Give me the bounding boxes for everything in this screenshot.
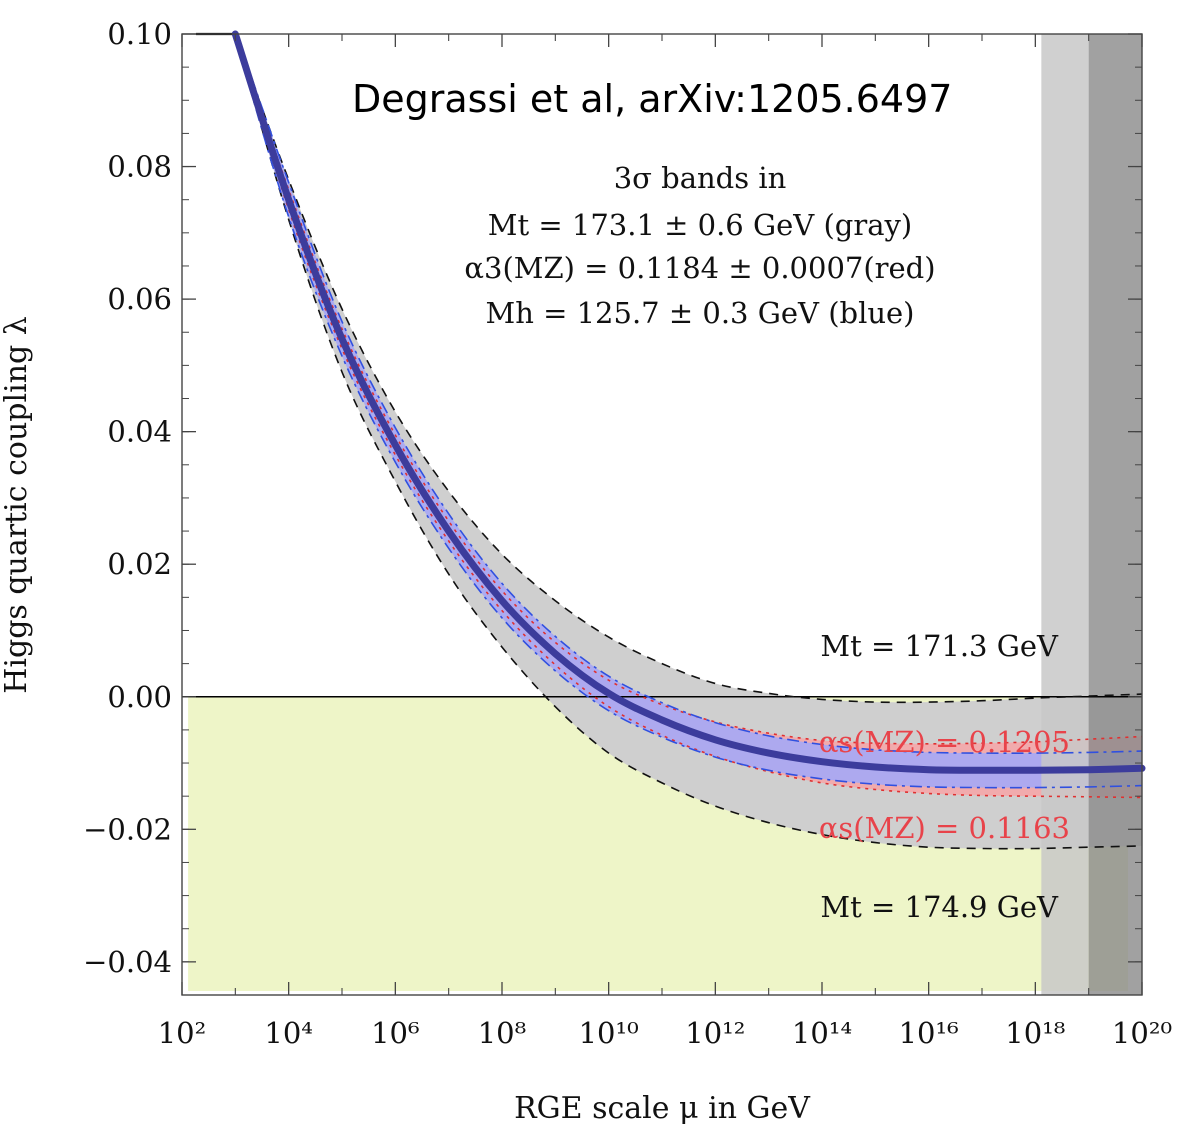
y-tick-label: −0.04	[83, 945, 172, 979]
legend-line-1: 3σ bands in	[614, 161, 787, 195]
central-curve	[231, 30, 1146, 774]
x-axis-label: RGE scale μ in GeV	[514, 1091, 811, 1126]
x-tick-label: 10²⁰	[1112, 1016, 1172, 1050]
x-tick-label: 10⁸	[478, 1016, 527, 1050]
annotation-alpha-1205: αs(MZ) = 0.1205	[819, 725, 1070, 759]
source-citation: Degrassi et al, arXiv:1205.6497	[352, 77, 952, 121]
x-tick-label: 10⁶	[371, 1016, 420, 1050]
y-tick-label: 0.08	[107, 150, 172, 184]
text-layer: Degrassi et al, arXiv:1205.6497 3σ bands…	[0, 77, 1070, 1126]
y-tick-label: −0.02	[83, 812, 172, 846]
alpha-1205-dotted-line	[234, 33, 1143, 745]
legend-line-3: α3(MZ) = 0.1184 ± 0.0007(red)	[464, 251, 935, 285]
x-tick-label: 10¹⁸	[1005, 1016, 1065, 1050]
annotation-alpha-1163: αs(MZ) = 0.1163	[819, 811, 1070, 845]
x-tick-label: 10¹⁶	[899, 1016, 959, 1050]
legend-line-2: Mt = 173.1 ± 0.6 GeV (gray)	[488, 208, 912, 242]
blue-band-higgs-mass	[235, 30, 1143, 788]
blue-upper-dashdot-line	[234, 30, 1143, 754]
y-tick-label: 0.00	[107, 680, 172, 714]
x-tick-label: 10¹⁴	[792, 1016, 852, 1050]
mt-171-dashed-line	[234, 33, 1143, 704]
x-tick-label: 10²	[158, 1016, 207, 1050]
mt-174-dashed-line	[234, 33, 1143, 850]
legend-line-4: Mh = 125.7 ± 0.3 GeV (blue)	[486, 296, 915, 330]
planck-band-dark	[1088, 34, 1142, 995]
y-tick-label: 0.10	[107, 17, 172, 51]
blue-lower-dashdot-line	[234, 37, 1143, 789]
x-tick-label: 10¹⁰	[579, 1016, 639, 1050]
annotation-mt-174: Mt = 174.9 GeV	[820, 890, 1059, 924]
x-tick-label: 10⁴	[264, 1016, 313, 1050]
lines-layer	[182, 30, 1146, 850]
annotation-mt-171: Mt = 171.3 GeV	[820, 629, 1059, 663]
axes-layer: 10² 10⁴ 10⁶ 10⁸ 10¹⁰ 10¹² 10¹⁴ 10¹⁶ 10¹⁸ 10²⁰ 0.10…	[83, 17, 1172, 1050]
y-axis-label: Higgs quartic coupling λ	[0, 316, 34, 694]
y-tick-label: 0.06	[107, 282, 172, 316]
planck-band-light	[1041, 34, 1089, 995]
x-tick-label: 10¹²	[685, 1016, 745, 1050]
y-tick-label: 0.02	[107, 547, 172, 581]
y-tick-label: 0.04	[107, 415, 172, 449]
